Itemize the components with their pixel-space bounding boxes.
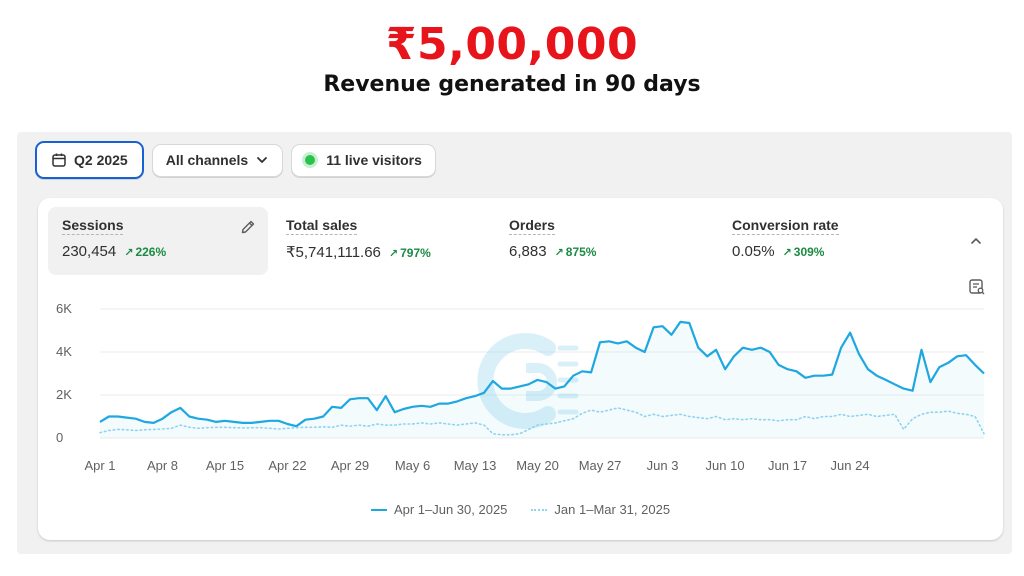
arrow-up-right-icon: ↗ bbox=[554, 247, 564, 259]
y-tick-label: 2K bbox=[56, 387, 72, 402]
calendar-icon bbox=[52, 153, 66, 167]
live-visitors-button[interactable]: 11 live visitors bbox=[291, 143, 436, 177]
metric-change: ↗ 797% bbox=[388, 246, 431, 260]
x-tick-label: Apr 1 bbox=[84, 458, 115, 473]
metric-value: 6,883 bbox=[509, 243, 547, 260]
metric-change: ↗ 875% bbox=[554, 245, 597, 259]
y-tick-label: 6K bbox=[56, 301, 72, 316]
legend-label: Apr 1–Jun 30, 2025 bbox=[393, 502, 508, 517]
metric-change: ↗ 226% bbox=[124, 245, 167, 259]
legend-label: Jan 1–Mar 31, 2025 bbox=[554, 502, 671, 517]
watermark-arc bbox=[477, 333, 556, 429]
series-line-current bbox=[99, 320, 985, 428]
metric-label: Sessions bbox=[62, 217, 124, 235]
x-tick-label: Jun 3 bbox=[647, 458, 679, 473]
metric-total-sales[interactable]: Total sales ₹5,741,111.66 ↗ 797% bbox=[272, 207, 490, 275]
metric-label: Conversion rate bbox=[732, 217, 839, 235]
headline-amount: ₹5,00,000 bbox=[385, 19, 639, 70]
arrow-up-right-icon: ↗ bbox=[782, 247, 792, 259]
chart-options-icon[interactable] bbox=[968, 278, 986, 296]
x-tick-label: Jun 17 bbox=[768, 458, 807, 473]
metric-orders[interactable]: Orders 6,883 ↗ 875% bbox=[495, 207, 713, 275]
series-area-current bbox=[100, 321, 984, 438]
channels-dropdown[interactable]: All channels bbox=[151, 143, 284, 177]
legend-solid-line-icon bbox=[370, 508, 387, 511]
metric-sessions[interactable]: Sessions 230,454 ↗ 226% bbox=[48, 207, 268, 275]
x-tick-label: Apr 15 bbox=[206, 458, 244, 473]
y-tick-label: 4K bbox=[56, 344, 72, 359]
metric-change: ↗ 309% bbox=[782, 245, 825, 259]
metrics-card: 0 2K 4K 6K Apr 1 Apr 8 Apr 15 Apr 22 Apr 29 May 6… bbox=[38, 198, 1003, 540]
x-tick-label: May 27 bbox=[579, 458, 622, 473]
x-tick-label: May 13 bbox=[454, 458, 497, 473]
metric-conversion-rate[interactable]: Conversion rate 0.05% ↗ 309% bbox=[718, 207, 938, 275]
x-tick-label: Apr 29 bbox=[331, 458, 369, 473]
headline-subtitle: Revenue generated in 90 days bbox=[323, 72, 701, 97]
metric-label: Orders bbox=[509, 217, 555, 235]
legend-item-comparison[interactable]: Jan 1–Mar 31, 2025 bbox=[531, 502, 670, 517]
series-line-comparison bbox=[99, 407, 985, 436]
legend-item-current[interactable]: Apr 1–Jun 30, 2025 bbox=[370, 502, 508, 517]
channels-label: All channels bbox=[165, 152, 249, 168]
y-tick-label: 0 bbox=[56, 430, 63, 445]
date-range-label: Q2 2025 bbox=[74, 152, 128, 168]
watermark-plug bbox=[526, 363, 557, 401]
live-indicator-icon bbox=[305, 155, 316, 165]
x-tick-label: Jun 10 bbox=[706, 458, 745, 473]
x-tick-label: Jun 24 bbox=[831, 458, 870, 473]
pencil-icon[interactable] bbox=[240, 219, 256, 235]
analytics-panel: Q2 2025 All channels 11 live visitors 0 2… bbox=[17, 132, 1012, 554]
logo-watermark bbox=[477, 333, 579, 429]
metric-value: 0.05% bbox=[732, 243, 775, 260]
sessions-chart: 0 2K 4K 6K Apr 1 Apr 8 Apr 15 Apr 22 Apr 29 May 6… bbox=[56, 301, 985, 473]
chart-legend: Apr 1–Jun 30, 2025 Jan 1–Mar 31, 2025 bbox=[38, 502, 1003, 517]
metric-value: ₹5,741,111.66 bbox=[286, 244, 381, 261]
metric-label: Total sales bbox=[286, 217, 358, 235]
filter-toolbar: Q2 2025 All channels 11 live visitors bbox=[35, 141, 436, 179]
x-tick-label: Apr 8 bbox=[147, 458, 178, 473]
arrow-up-right-icon: ↗ bbox=[124, 247, 134, 259]
live-visitors-label: 11 live visitors bbox=[326, 152, 422, 168]
legend-dotted-line-icon bbox=[531, 508, 548, 511]
x-tick-label: May 6 bbox=[395, 458, 430, 473]
headline: ₹5,00,000 Revenue generated in 90 days bbox=[0, 18, 1024, 100]
date-range-button[interactable]: Q2 2025 bbox=[35, 141, 144, 179]
chevron-down-icon bbox=[257, 157, 268, 163]
chevron-up-icon[interactable] bbox=[969, 234, 983, 248]
arrow-up-right-icon: ↗ bbox=[388, 248, 399, 260]
x-tick-label: Apr 22 bbox=[268, 458, 306, 473]
metric-value: 230,454 bbox=[62, 243, 117, 260]
x-tick-label: May 20 bbox=[516, 458, 559, 473]
